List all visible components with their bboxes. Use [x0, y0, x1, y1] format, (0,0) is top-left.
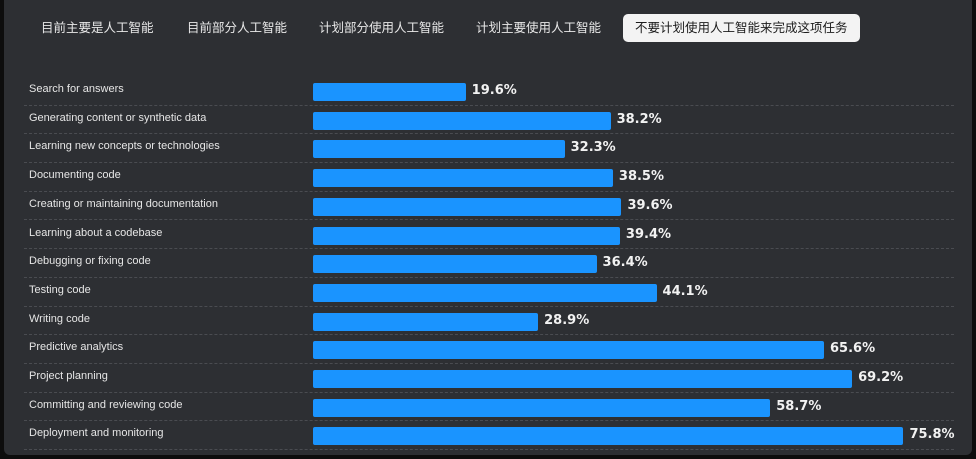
bar-value-label: 58.7% [776, 398, 822, 414]
tab-plan-mostly-ai[interactable]: 计划主要使用人工智能 [476, 20, 602, 35]
category-label: Testing code [29, 283, 91, 296]
bar-value-label: 44.1% [662, 283, 708, 299]
chart-panel: 目前主要是人工智能 目前部分人工智能 计划部分使用人工智能 计划主要使用人工智能… [4, 0, 972, 455]
row-divider [24, 420, 954, 422]
bar-value-label: 38.2% [616, 111, 662, 127]
bar-value-label: 38.5% [618, 169, 665, 185]
category-label: Generating content or synthetic data [29, 111, 207, 124]
bar-value-label: 75.8% [909, 427, 955, 443]
row-divider [24, 104, 954, 106]
bar[interactable] [313, 427, 904, 446]
row-divider [24, 334, 954, 336]
chart-row: Committing and reviewing code 58.7% [4, 393, 972, 422]
category-label: Committing and reviewing code [29, 398, 183, 411]
chart-row: Learning new concepts or technologies 32.… [4, 134, 972, 164]
tab-no-plan-ai[interactable]: 不要计划使用人工智能来完成这项任务 [623, 14, 860, 42]
chart-row: Generating content or synthetic data 38.2… [4, 106, 972, 135]
chart-row: Writing code 28.9% [4, 307, 972, 336]
bar[interactable] [313, 169, 613, 188]
row-divider [24, 449, 954, 451]
bar[interactable] [313, 83, 466, 101]
chart-row: Learning about a codebase 39.4% [4, 221, 972, 250]
chart-row: Debugging or fixing code 36.4% [4, 249, 972, 278]
bar-value-label: 32.3% [570, 140, 616, 156]
tab-plan-partly-ai[interactable]: 计划部分使用人工智能 [319, 20, 445, 35]
bar-value-label: 65.6% [830, 341, 876, 357]
bar[interactable] [313, 197, 622, 216]
chart-row: Testing code 44.1% [4, 278, 972, 307]
category-label: Creating or maintaining documentation [29, 197, 218, 210]
row-divider [24, 219, 954, 221]
category-label: Debugging or fixing code [29, 255, 151, 268]
bar-value-label: 36.4% [602, 255, 648, 271]
row-divider [24, 276, 954, 278]
bar[interactable] [313, 226, 620, 245]
bar[interactable] [313, 283, 657, 302]
row-divider [24, 391, 954, 393]
chart-row: Project planning 69.2% [4, 364, 972, 393]
bar[interactable] [313, 398, 771, 417]
category-label: Search for answers [29, 83, 124, 95]
category-label: Documenting code [29, 169, 121, 182]
bar-value-label: 69.2% [858, 370, 904, 385]
bar-chart: Search for answers 19.6% Generating conten… [4, 0, 972, 455]
filter-tabs: 目前主要是人工智能 目前部分人工智能 计划部分使用人工智能 计划主要使用人工智能… [4, 14, 972, 42]
bar-value-label: 39.6% [627, 197, 673, 213]
row-divider [24, 362, 954, 364]
row-divider [24, 133, 954, 135]
category-label: Learning about a codebase [29, 226, 163, 239]
category-label: Project planning [29, 370, 108, 382]
chart-row: Documenting code 38.5% [4, 163, 972, 192]
bar-value-label: 28.9% [544, 312, 590, 328]
bar[interactable] [313, 341, 825, 360]
chart-row: Creating or maintaining documentation 39.… [4, 192, 972, 221]
tab-mostly-ai-now[interactable]: 目前主要是人工智能 [41, 20, 154, 35]
category-label: Deployment and monitoring [29, 427, 164, 440]
row-divider [24, 248, 954, 250]
category-label: Writing code [29, 312, 90, 325]
bar[interactable] [313, 111, 611, 130]
bar-value-label: 19.6% [471, 83, 517, 98]
row-divider [24, 305, 954, 307]
chart-row: Deployment and monitoring 75.8% [4, 421, 972, 451]
bar[interactable] [313, 140, 565, 159]
tab-partly-ai-now[interactable]: 目前部分人工智能 [187, 20, 288, 35]
chart-row: Predictive analytics 65.6% [4, 335, 972, 364]
category-label: Learning new concepts or technologies [29, 140, 220, 153]
category-label: Predictive analytics [29, 341, 124, 354]
chart-row: Search for answers 19.6% [4, 77, 972, 106]
bar[interactable] [313, 370, 853, 388]
bar-value-label: 39.4% [625, 226, 672, 242]
row-divider [24, 190, 954, 192]
row-divider [24, 162, 954, 164]
bar[interactable] [313, 255, 597, 274]
bar[interactable] [313, 312, 539, 331]
